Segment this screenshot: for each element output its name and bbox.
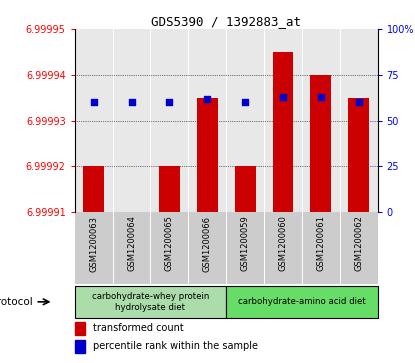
Bar [197, 98, 217, 212]
Point [166, 99, 173, 105]
Text: GSM1200065: GSM1200065 [165, 216, 174, 272]
FancyBboxPatch shape [226, 286, 378, 318]
Bar [75, 29, 112, 212]
Text: percentile rank within the sample: percentile rank within the sample [93, 341, 258, 351]
Text: transformed count: transformed count [93, 323, 183, 334]
Bar [302, 29, 340, 212]
Text: protocol: protocol [0, 297, 32, 307]
Bar [159, 166, 180, 212]
Bar [340, 29, 378, 212]
Bar [226, 29, 264, 212]
Text: GSM1200059: GSM1200059 [241, 216, 249, 271]
Bar [150, 29, 188, 212]
Bar [273, 52, 293, 212]
Bar [264, 29, 302, 212]
Bar [235, 166, 256, 212]
Point [280, 94, 286, 99]
Text: GSM1200066: GSM1200066 [203, 216, 212, 272]
Point [355, 99, 362, 105]
Bar [188, 29, 226, 212]
Bar [75, 340, 85, 353]
Bar [112, 29, 150, 212]
Text: carbohydrate-amino acid diet: carbohydrate-amino acid diet [238, 297, 366, 306]
Text: GSM1200061: GSM1200061 [316, 216, 325, 272]
Text: GSM1200062: GSM1200062 [354, 216, 363, 272]
Point [204, 96, 210, 102]
FancyBboxPatch shape [75, 286, 226, 318]
Bar [121, 212, 142, 363]
Point [90, 99, 97, 105]
Point [242, 99, 249, 105]
Bar [75, 322, 85, 335]
Bar [83, 166, 104, 212]
Text: GSM1200060: GSM1200060 [278, 216, 288, 272]
Point [128, 99, 135, 105]
Point [317, 94, 324, 99]
Bar [348, 98, 369, 212]
Text: GSM1200063: GSM1200063 [89, 216, 98, 272]
Title: GDS5390 / 1392883_at: GDS5390 / 1392883_at [151, 15, 301, 28]
Bar [310, 75, 331, 212]
Text: GSM1200064: GSM1200064 [127, 216, 136, 272]
Text: carbohydrate-whey protein
hydrolysate diet: carbohydrate-whey protein hydrolysate di… [92, 292, 209, 311]
